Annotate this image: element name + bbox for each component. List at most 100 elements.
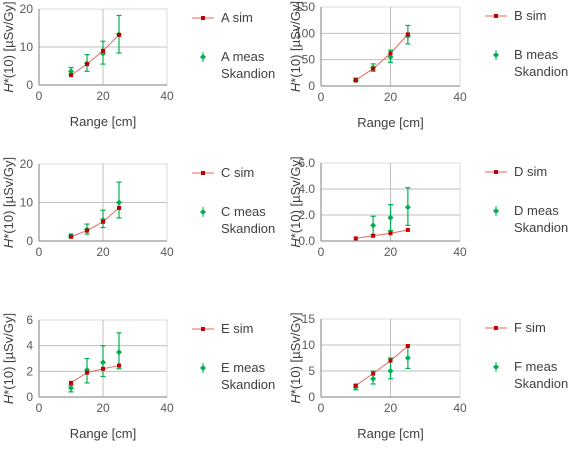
y-tick-label-f-0: 0 [308, 390, 315, 404]
y-tick-label-a-0: 0 [26, 78, 33, 92]
y-axis-label-f: H*(10) [µSv/Gy] [288, 312, 303, 403]
y-axis-label-text-a: *(10) [µSv/Gy] [1, 1, 16, 83]
meas-point-d-2 [404, 187, 411, 226]
sim-line-a [70, 34, 120, 76]
legend-sim-marker-a [201, 16, 205, 20]
legend-sim-marker-c [201, 171, 205, 175]
legend-meas-label-d: D meas [514, 203, 559, 218]
sim-line-c [70, 207, 120, 238]
y-tick-label-e-0: 0 [26, 390, 33, 404]
y-axis-label-symbol-f: H [288, 394, 303, 404]
x-tick-label-a-1: 20 [96, 89, 110, 103]
x-tick-label-e-0: 0 [36, 401, 43, 415]
meas-marker-b-2 [387, 54, 394, 61]
legend-meas-label-line2-a: Skandion [221, 66, 275, 81]
sim-line-d [355, 229, 408, 239]
legend-meas-label-f: F meas [514, 359, 558, 374]
y-axis-label-symbol-b: H [288, 82, 303, 92]
sim-marker-e-2 [101, 366, 105, 371]
legend-meas-label-line2-f: Skandion [514, 376, 568, 391]
y-tick-label-f-2: 10 [302, 338, 316, 352]
y-tick-label-b-1: 50 [302, 53, 316, 67]
y-tick-label-b-2: 100 [295, 26, 315, 40]
x-tick-label-b-0: 0 [318, 90, 325, 104]
sim-marker-f-3 [405, 344, 410, 349]
y-tick-label-f-1: 5 [308, 364, 315, 378]
y-tick-label-b-3: 150 [295, 0, 315, 14]
legend-b: B sim B meas Skandion [485, 8, 568, 79]
chart-c: 0 20 40 0 10 20 H*(10) [µSv/Gy] C sim C meas Skan… [1, 157, 275, 259]
x-tick-label-e-1: 20 [96, 401, 110, 415]
y-axis-label-c: H*(10) [µSv/Gy] [1, 157, 16, 248]
meas-point-f-3 [404, 344, 411, 369]
sim-line-e [70, 365, 120, 384]
legend-meas-label-a: A meas [221, 49, 265, 64]
x-axis-label-a: Range [cm] [70, 114, 136, 129]
y-axis-label-text-f: *(10) [µSv/Gy] [288, 312, 303, 394]
sim-marker-c-3 [117, 205, 121, 210]
legend-meas-label-line2-c: Skandion [221, 221, 275, 236]
meas-marker-e-2 [100, 359, 106, 366]
legend-meas-label-line2-e: Skandion [221, 377, 275, 392]
meas-marker-e-0 [68, 385, 74, 392]
sim-marker-a-2 [101, 48, 105, 53]
y-axis-label-e: H*(10) [µSv/Gy] [1, 313, 16, 404]
y-axis-label-symbol-e: H [1, 394, 16, 404]
meas-marker-d-2 [404, 204, 411, 211]
legend-sim-marker-f [494, 326, 498, 330]
legend-sim-label-a: A sim [221, 10, 253, 25]
sim-marker-a-0 [69, 73, 73, 78]
legend-sim-label-c: C sim [221, 165, 254, 180]
x-tick-label-a-0: 0 [36, 89, 43, 103]
sim-line-b [355, 34, 409, 81]
sim-marker-e-0 [69, 380, 73, 385]
y-tick-label-e-2: 4 [26, 339, 33, 353]
meas-point-d-1 [387, 204, 394, 232]
sim-marker-f-0 [353, 383, 358, 388]
sim-marker-c-0 [69, 234, 73, 239]
legend-d: D sim D meas Skandion [485, 164, 568, 235]
x-tick-label-e-2: 40 [160, 401, 174, 415]
sim-marker-d-0 [353, 236, 358, 241]
legend-sim-label-b: B sim [514, 8, 547, 23]
sim-marker-c-1 [85, 228, 89, 233]
meas-marker-f-2 [387, 368, 394, 374]
x-tick-label-f-0: 0 [318, 401, 325, 415]
y-tick-label-d-0: 0.0 [298, 234, 315, 248]
legend-meas-label-line2-d: Skandion [514, 220, 568, 235]
meas-marker-a-0 [68, 68, 74, 75]
y-tick-label-b-0: 0 [308, 79, 315, 93]
y-axis-label-d: H*(10) [µSv/Gy] [288, 156, 303, 247]
y-axis-label-symbol-d: H [288, 238, 303, 248]
y-tick-label-a-1: 10 [20, 40, 34, 54]
sim-marker-b-2 [388, 51, 393, 56]
sim-marker-e-3 [117, 363, 121, 368]
x-tick-label-b-2: 40 [453, 90, 467, 104]
meas-marker-f-1 [370, 375, 377, 382]
legend-e: E sim E meas Skandion [192, 321, 275, 392]
y-tick-label-d-1: 2.0 [298, 208, 315, 222]
y-axis-label-a: H*(10) [µSv/Gy] [1, 1, 16, 92]
y-axis-label-text-b: *(10) [µSv/Gy] [288, 1, 303, 83]
y-tick-label-c-1: 10 [20, 196, 34, 210]
y-tick-label-a-2: 20 [20, 2, 34, 16]
chart-a: 0 20 40 0 10 20 Range [cm] H*(10) [µSv/Gy] A sim… [1, 1, 275, 129]
x-tick-label-c-1: 20 [96, 245, 110, 259]
y-tick-label-d-2: 4.0 [298, 182, 315, 196]
sim-marker-a-1 [85, 62, 89, 67]
sim-marker-a-3 [117, 32, 121, 37]
legend-f: F sim F meas Skandion [485, 320, 568, 391]
y-axis-label-text-e: *(10) [µSv/Gy] [1, 313, 16, 395]
legend-sim-label-f: F sim [514, 320, 546, 335]
meas-point-d-0 [370, 215, 377, 236]
sim-marker-b-0 [353, 78, 358, 83]
y-tick-label-c-2: 20 [20, 157, 34, 171]
meas-marker-e-3 [116, 349, 122, 356]
y-tick-label-c-0: 0 [26, 234, 33, 248]
legend-c: C sim C meas Skandion [192, 165, 275, 236]
meas-marker-d-0 [370, 222, 377, 229]
sim-marker-f-1 [371, 371, 376, 376]
legend-meas-label-line2-b: Skandion [514, 64, 568, 79]
